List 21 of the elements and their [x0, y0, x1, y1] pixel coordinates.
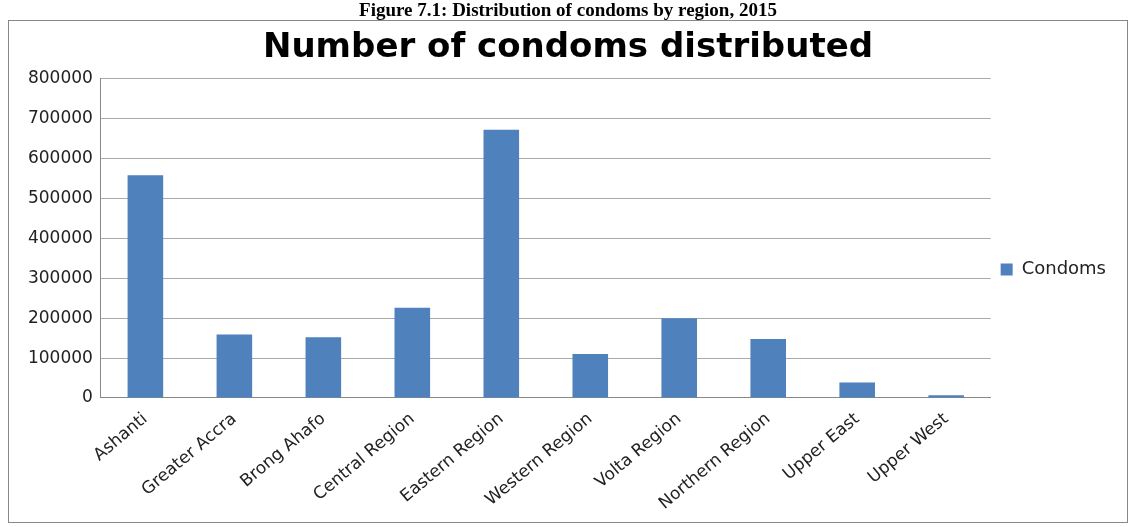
chart-title: Number of condoms distributed: [262, 25, 874, 66]
y-tick-label: 500000: [27, 186, 93, 207]
bar: [839, 382, 875, 398]
bar: [661, 318, 698, 398]
bar: [394, 307, 431, 398]
y-tick-label: 600000: [27, 147, 93, 168]
y-tick-label: 800000: [27, 67, 93, 88]
legend-label: Condoms: [1021, 257, 1106, 279]
bar: [216, 334, 253, 398]
y-tick-label: 700000: [27, 107, 93, 128]
bar: [572, 354, 609, 398]
bar: [750, 338, 787, 398]
y-tick-label: 200000: [27, 306, 93, 327]
bar: [483, 129, 520, 398]
y-tick-label: 400000: [27, 226, 93, 247]
y-tick-label: 0: [82, 386, 93, 407]
bar: [305, 337, 342, 398]
bar: [127, 175, 164, 398]
caption: Figure 7.1: Distribution of condoms by region, 2015: [358, 0, 778, 20]
y-tick-label: 300000: [27, 266, 93, 287]
y-tick-label: 100000: [27, 346, 93, 367]
